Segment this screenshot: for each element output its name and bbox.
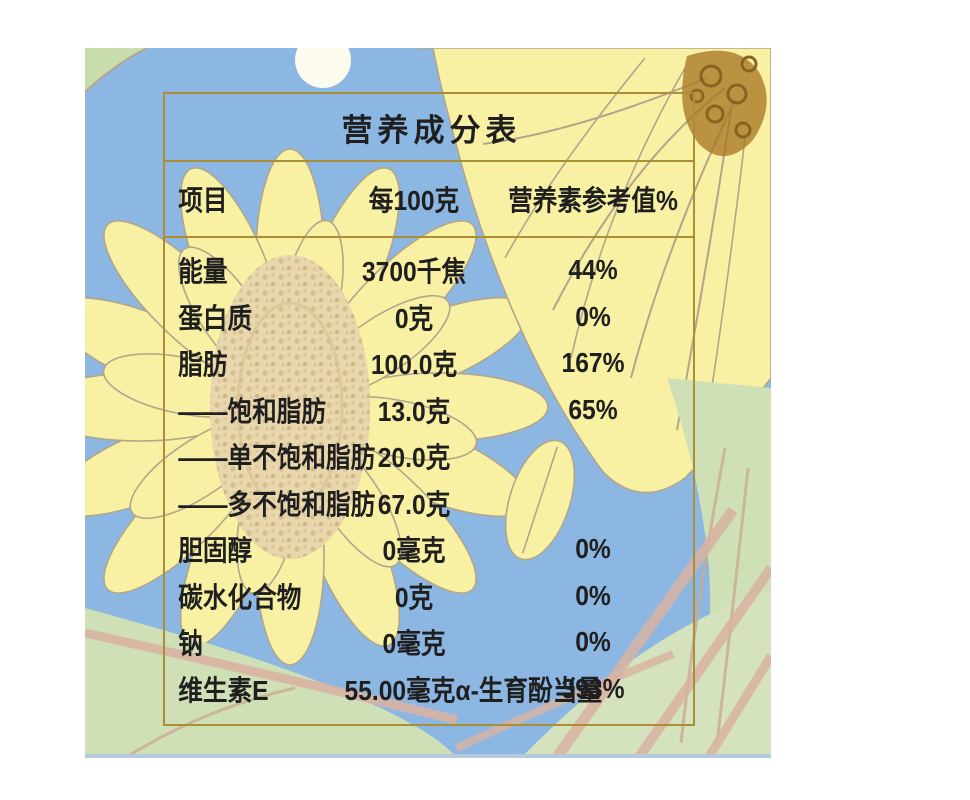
moon-circle (295, 48, 351, 88)
table-row: 蛋白质 0克 0% (165, 294, 693, 341)
table-row: ——多不饱和脂肪 67.0克 (165, 480, 693, 527)
nutrient-name: ——饱和脂肪 (178, 395, 327, 427)
table-row: ——饱和脂肪 13.0克 65% (165, 387, 693, 434)
nutrient-name: 碳水化合物 (178, 581, 302, 613)
artwork-bottom-edge (85, 754, 771, 758)
nutrient-name: ——单不饱和脂肪 (178, 442, 376, 474)
nutrient-amount: 3700千焦 (361, 256, 467, 288)
table-row: 能量 3700千焦 44% (165, 247, 693, 294)
top-left-leaf (85, 48, 148, 93)
nutrient-name: 蛋白质 (178, 302, 253, 334)
nutrient-name: 钠 (178, 628, 203, 660)
table-row: ——单不饱和脂肪 20.0克 (165, 433, 693, 480)
nutrient-nrv: 167% (561, 347, 625, 379)
table-header: 项目 每100克 营养素参考值% (165, 162, 693, 238)
nutrient-nrv: 65% (568, 393, 618, 425)
nutrient-amount: 67.0克 (377, 488, 451, 520)
nutrient-nrv: 0% (575, 626, 611, 658)
nutrient-name: 脂肪 (178, 349, 228, 381)
nutrient-nrv: 0% (575, 533, 611, 565)
nutrient-nrv: 0% (575, 300, 611, 332)
table-title-row: 营养成分表 (165, 94, 693, 162)
nutrient-amount: 0克 (394, 581, 434, 613)
table-row: 维生素E 55.00毫克α-生育酚当量 393% (165, 666, 693, 713)
nutrient-nrv: 393% (561, 672, 625, 704)
nutrient-name: 能量 (178, 256, 228, 288)
header-per100g: 每100克 (368, 185, 460, 216)
nutrient-name: 维生素E (178, 674, 269, 706)
nutrient-nrv: 44% (568, 254, 618, 286)
nutrient-name: ——多不饱和脂肪 (178, 488, 376, 520)
header-item: 项目 (178, 185, 228, 216)
nutrient-amount: 100.0克 (370, 349, 458, 381)
bottom-left-green (85, 608, 459, 758)
table-title: 营养成分表 (341, 112, 522, 148)
bottom-right-leaves (455, 378, 771, 758)
sunflower-disc (210, 255, 370, 559)
nutrition-facts-table: 营养成分表 项目 每100克 营养素参考值% 能量 3700千焦 44% 蛋白质… (163, 92, 695, 726)
nutrient-amount: 13.0克 (377, 395, 451, 427)
sunflower-illustration (85, 48, 771, 758)
table-row: 钠 0毫克 0% (165, 619, 693, 666)
table-row: 脂肪 100.0克 167% (165, 340, 693, 387)
yellow-leaf (504, 439, 576, 561)
nutrient-amount: 0毫克 (382, 628, 446, 660)
table-row: 胆固醇 0毫克 0% (165, 526, 693, 573)
nutrient-amount: 20.0克 (377, 442, 451, 474)
table-body: 能量 3700千焦 44% 蛋白质 0克 0% 脂肪 100.0克 167% —… (165, 238, 693, 712)
nutrient-name: 胆固醇 (178, 535, 253, 567)
nutrient-nrv: 0% (575, 579, 611, 611)
nutrient-amount: 0克 (394, 302, 434, 334)
table-row: 碳水化合物 0克 0% (165, 573, 693, 620)
nutrient-amount: 0毫克 (382, 535, 446, 567)
header-nrv: 营养素参考值% (508, 185, 678, 216)
nutrient-amount: 55.00毫克α-生育酚当量 (344, 674, 602, 706)
package-artwork: 营养成分表 项目 每100克 营养素参考值% 能量 3700千焦 44% 蛋白质… (85, 48, 771, 758)
seed-cluster (682, 50, 767, 157)
